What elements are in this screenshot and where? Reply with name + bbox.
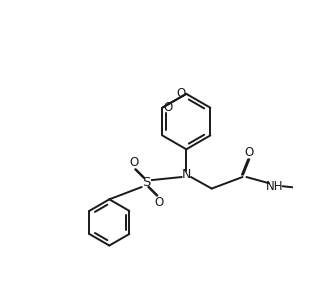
Text: S: S <box>142 176 151 189</box>
Text: O: O <box>163 101 172 114</box>
Text: N: N <box>182 168 191 181</box>
Text: O: O <box>154 196 163 209</box>
Text: O: O <box>129 156 139 169</box>
Text: NH: NH <box>266 180 284 193</box>
Text: O: O <box>176 87 185 100</box>
Text: O: O <box>244 146 253 159</box>
